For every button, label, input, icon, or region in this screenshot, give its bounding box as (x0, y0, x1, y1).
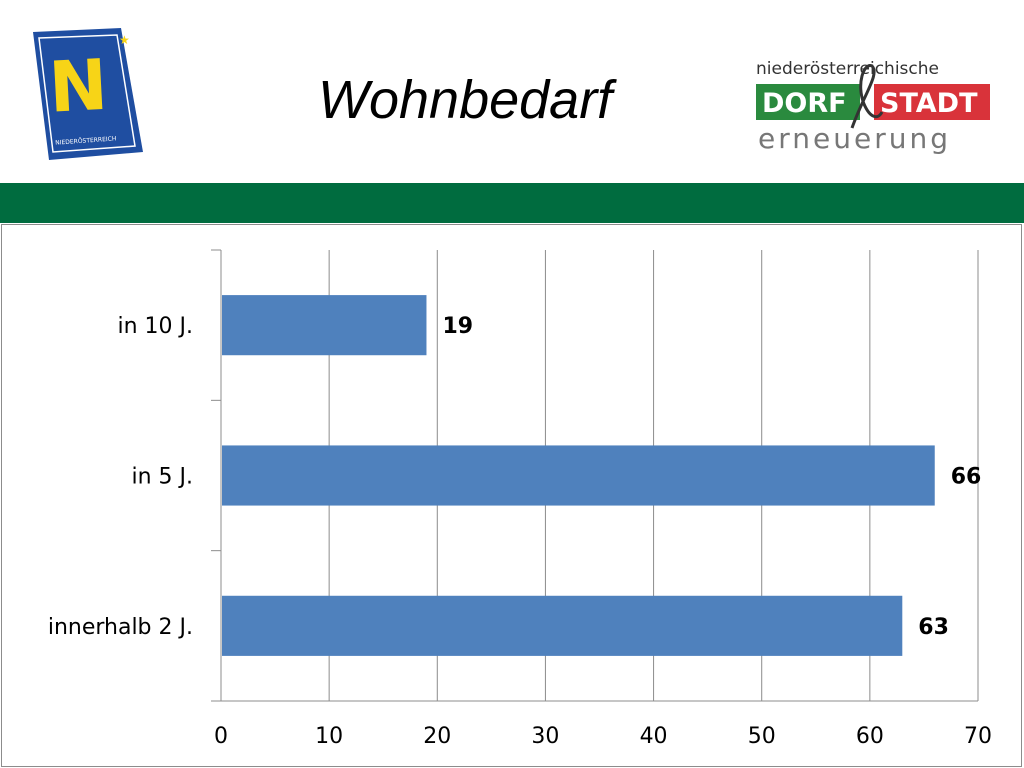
bar (222, 295, 427, 356)
x-tick-label: 10 (315, 724, 343, 749)
data-label: 63 (918, 615, 949, 640)
x-tick-label: 0 (214, 724, 228, 749)
x-tick-label: 70 (964, 724, 992, 749)
data-label: 66 (951, 465, 982, 490)
x-tick-label: 30 (531, 724, 559, 749)
bar (222, 595, 903, 656)
green-divider-band (0, 183, 1024, 223)
noe-logo-caption: NIEDERÖSTERREICH (55, 135, 117, 146)
category-label: in 5 J. (131, 465, 193, 490)
svg-text:STADT: STADT (880, 88, 978, 119)
page-title: Wohnbedarf (318, 70, 613, 130)
bar-chart: 0 10 20 30 40 50 60 70 in 10 J. 19 in 5 J. 66 innerh… (48, 249, 992, 749)
x-tick-label: 50 (748, 724, 776, 749)
chart-frame: 0 10 20 30 40 50 60 70 in 10 J. 19 in 5 J. 66 innerh… (1, 224, 1022, 767)
bar (222, 445, 935, 506)
svg-text:★: ★ (119, 33, 130, 47)
data-label: 19 (442, 314, 473, 339)
category-label: in 10 J. (117, 314, 193, 339)
header: N ★ NIEDERÖSTERREICH Wohnbedarf niederös… (0, 0, 1024, 183)
x-tick-label: 20 (423, 724, 451, 749)
dorf-stadt-logo-icon: niederösterreichische DORF STADT erneuer… (752, 54, 998, 162)
svg-text:DORF: DORF (762, 88, 847, 119)
svg-text:erneuerung: erneuerung (758, 122, 951, 155)
x-tick-label: 60 (856, 724, 884, 749)
noe-logo-icon: N ★ NIEDERÖSTERREICH (33, 28, 145, 164)
noe-logo-letter: N (47, 44, 110, 129)
category-label: innerhalb 2 J. (48, 615, 193, 640)
x-tick-label: 40 (640, 724, 668, 749)
svg-text:niederösterreichische: niederösterreichische (756, 59, 939, 79)
